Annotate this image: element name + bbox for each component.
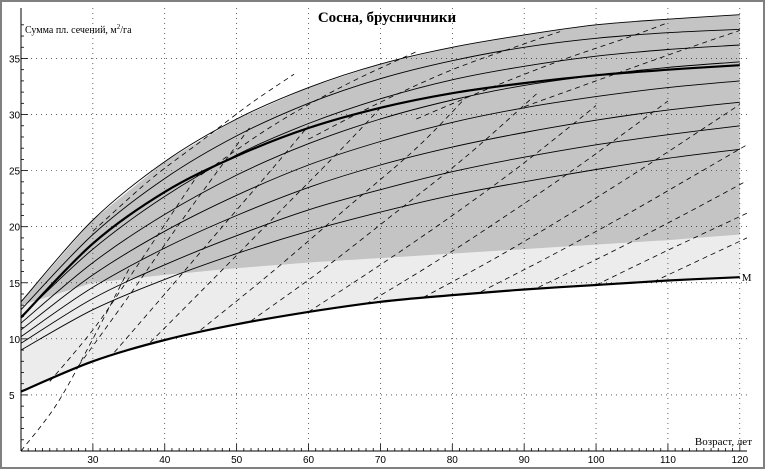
dashed-curve [92,73,295,232]
y-tick-label: 30 [9,111,21,122]
x-tick-label: 30 [87,455,99,466]
thin-curve [20,148,740,351]
thin-curve [20,125,740,344]
grid-layer [21,8,747,451]
y-tick-label: 15 [9,279,21,290]
chart-title: Сосна, брусничники [318,10,457,26]
dashed-curve [308,105,597,313]
thin-curve [20,80,740,331]
x-tick-label: 50 [231,455,243,466]
dashed-curve [480,144,748,293]
light-area [21,234,740,392]
y-axis-label: Сумма пл. сечений, м2/га [25,23,132,36]
dashed-curve [423,104,741,298]
thin-curve [20,14,740,303]
dashed-curve [250,91,539,322]
x-tick-label: 40 [159,455,171,466]
dashed-curve [150,107,381,343]
tick-layer: 30 40 50 60 70 80 90 100 110 120 5 10 15 20 25 30 35 [9,24,749,466]
x-tick-label: 120 [731,455,748,466]
dashed-curve [365,100,669,305]
series-layer: M [20,14,752,452]
thin-curve [20,101,740,337]
x-tick-label: 70 [375,455,387,466]
y-axis-label-sup: 2 [117,23,121,31]
main-curve [20,64,740,319]
x-tick-label: 80 [447,455,459,466]
x-tick-label: 90 [519,455,531,466]
axes-layer [20,8,747,452]
y-tick-label: 5 [9,391,15,402]
dashed-curve [49,170,202,382]
x-axis-label: Возраст, лет [695,436,752,448]
y-tick-label: 10 [9,335,21,346]
band-layer [21,14,740,392]
series-label-m: M [742,272,752,284]
x-tick-label: 110 [660,455,676,466]
dashed-curve [78,125,252,367]
dashed-curve [114,125,309,353]
dashed-curve [595,212,748,286]
shaded-band [21,14,740,306]
x-tick-label: 60 [303,455,315,466]
y-tick-label: 35 [9,54,21,65]
dashed-curve [20,269,130,452]
y-axis-label-main: Сумма пл. сечений, м [25,25,117,36]
y-axis-label-unit: /га [120,25,132,36]
thin-curve [20,44,740,317]
dashed-curve [538,180,748,288]
x-tick-label: 100 [588,455,605,466]
y-tick-label: 20 [9,223,21,234]
y-tick-label: 25 [9,167,21,178]
thin-curve [20,28,740,311]
min-curve [20,276,740,393]
dashed-curve [200,51,417,176]
dashed-curve [653,237,748,283]
